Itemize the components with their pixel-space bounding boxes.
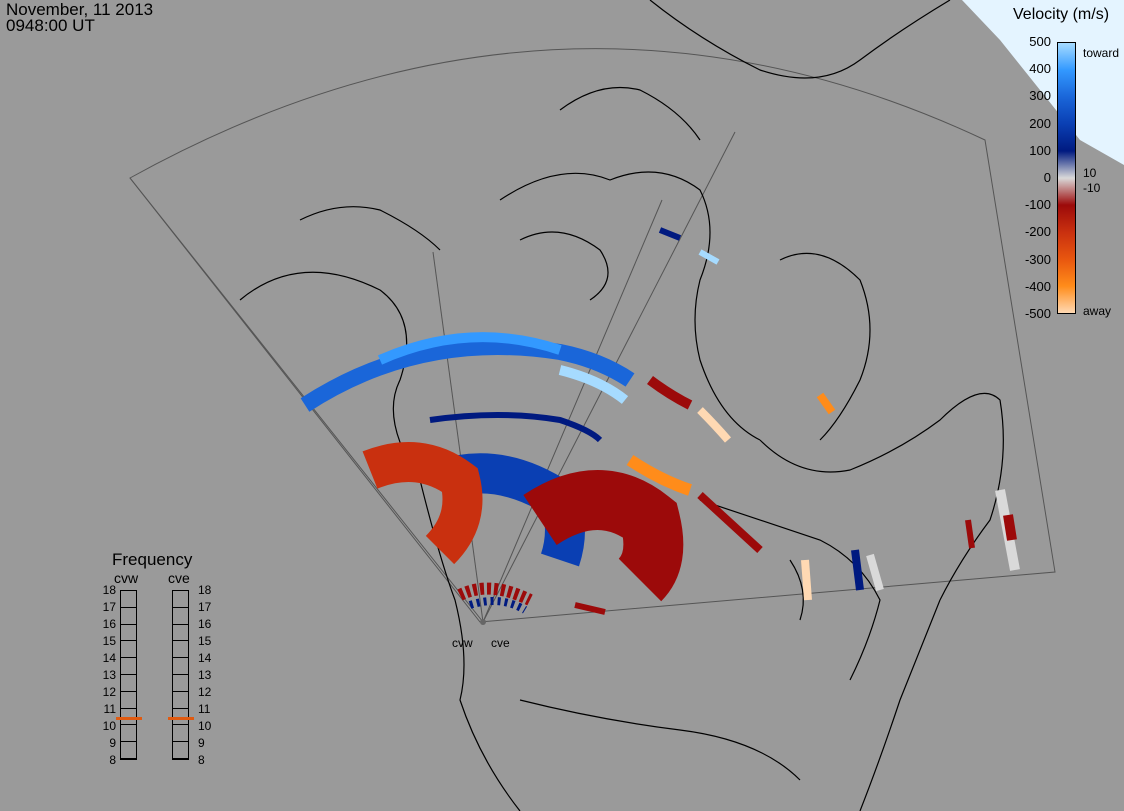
frequency-cell [121,641,136,659]
frequency-scale-label: 18 [102,583,116,597]
frequency-cell [173,625,188,642]
velocity-toward-label: toward [1083,46,1120,60]
frequency-scale-label: 15 [102,634,116,648]
frequency-scale-label: 12 [102,685,116,699]
frequency-cell [121,692,136,709]
backscatter-away [362,227,1020,602]
frequency-scale-label: 11 [103,702,116,716]
velocity-tick: -200 [1024,224,1051,240]
velocity-tick: 300 [1029,88,1051,104]
frequency-scale-label: 13 [102,668,116,682]
frequency-scale-label: 11 [198,702,211,716]
frequency-scale-label: 9 [109,736,116,750]
velocity-pos-small-label: 10 [1083,166,1097,180]
fov-beam-left [432,251,484,623]
frequency-cell [121,675,136,692]
frequency-cell [173,742,188,759]
frequency-cell [173,692,188,709]
timestamp-time: 0948:00 UT [6,16,95,35]
frequency-cell [121,725,136,743]
fov-outline [129,48,1056,623]
coastlines [239,0,1004,811]
frequency-scale-label: 12 [198,685,212,699]
velocity-tick: 100 [1029,142,1051,158]
timestamp-date: November, 11 2013 [6,0,154,19]
frequency-cell [173,675,188,692]
frequency-cell [121,658,136,675]
frequency-cell [173,725,188,743]
velocity-tick: 400 [1029,61,1051,77]
velocity-neg-small-label: -10 [1083,181,1101,195]
fov-beam-mid [482,199,663,623]
near-range-echoes [457,582,606,615]
velocity-tick: -300 [1024,251,1051,267]
velocity-tick: -500 [1024,306,1051,321]
velocity-away-label: away [1083,304,1112,318]
frequency-title: Frequency [112,550,193,569]
frequency-marker-cvw [116,716,142,720]
frequency-scale-label: 15 [198,634,212,648]
frequency-scale-label: 16 [102,617,116,631]
velocity-tick: 500 [1029,34,1051,49]
velocity-tick: 200 [1029,115,1051,131]
velocity-scale-title: Velocity (m/s) [1013,6,1110,23]
frequency-cell [173,641,188,659]
frequency-scale-label: 14 [198,651,212,665]
frequency-scale-label: 8 [198,753,205,767]
frequency-scale-label: 17 [102,600,116,614]
frequency-bar-cvw [120,590,137,760]
frequency-scale-label: 8 [109,753,116,767]
frequency-cell [121,591,136,608]
polar-cap-region [962,0,1124,165]
frequency-scale-label: 16 [198,617,212,631]
frequency-cell [121,742,136,759]
frequency-scale-label: 13 [198,668,212,682]
radar-label-cve: cve [491,636,510,650]
frequency-cell [121,625,136,642]
frequency-cell [121,709,136,726]
frequency-scale-label: 14 [102,651,116,665]
frequency-bar-cve [172,590,189,760]
frequency-cell [173,608,188,625]
frequency-cell [173,709,188,726]
frequency-radar-left: cvw [114,570,139,586]
frequency-scale-label: 10 [102,719,116,733]
frequency-cell [173,591,188,608]
velocity-tick: -400 [1024,278,1051,294]
velocity-tick: -100 [1024,197,1051,213]
frequency-cell [121,608,136,625]
frequency-scale-label: 9 [198,736,205,750]
frequency-scale-label: 17 [198,600,212,614]
frequency-radar-right: cve [168,570,190,586]
radar-site-marker [480,619,486,625]
fov-beam-right [482,131,736,623]
velocity-colorbar [1057,42,1076,314]
frequency-scale-label: 18 [198,583,212,597]
radar-label-cvw: cvw [452,636,473,650]
frequency-scale-label: 10 [198,719,212,733]
frequency-marker-cve [168,716,194,720]
frequency-cell [173,658,188,675]
velocity-tick: 0 [1043,170,1051,185]
